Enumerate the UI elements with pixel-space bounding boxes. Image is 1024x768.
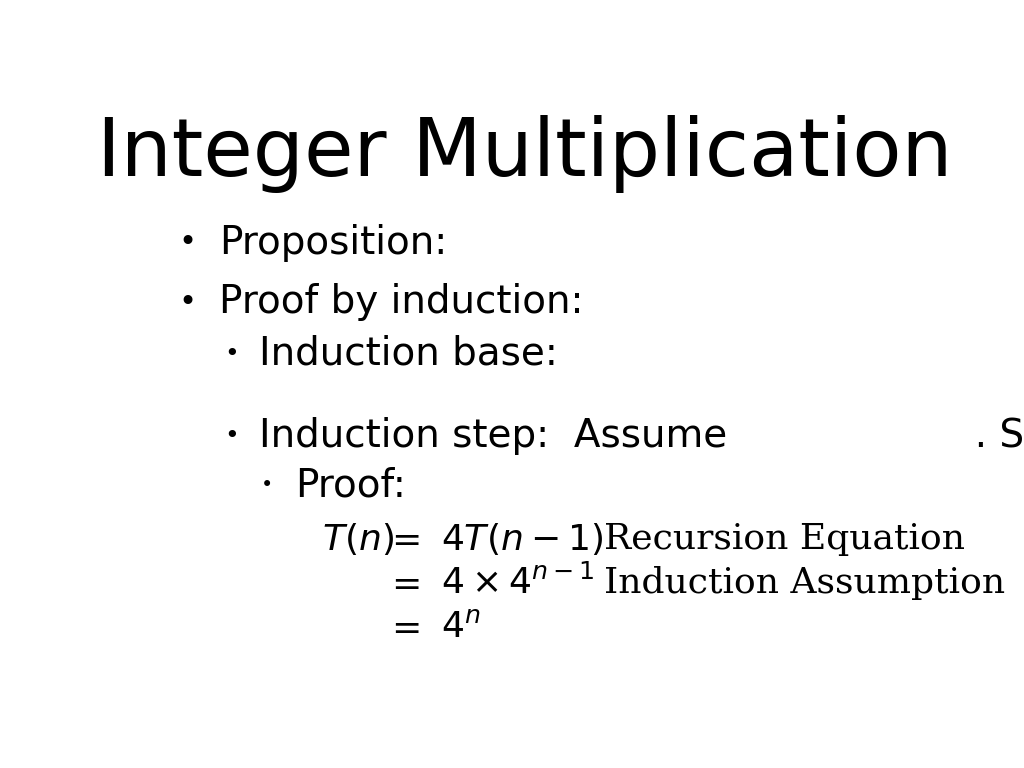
- Text: $=$: $=$: [384, 566, 420, 600]
- Text: •: •: [224, 342, 239, 366]
- Text: Proposition:: Proposition:: [219, 224, 447, 262]
- Text: $=$: $=$: [384, 611, 420, 644]
- Text: Proof by induction:: Proof by induction:: [219, 283, 584, 321]
- Text: Recursion Equation: Recursion Equation: [604, 521, 966, 555]
- Text: Integer Multiplication: Integer Multiplication: [97, 115, 952, 194]
- Text: Induction Assumption: Induction Assumption: [604, 566, 1006, 600]
- Text: $4 \times 4^{n-1}$: $4 \times 4^{n-1}$: [441, 565, 595, 601]
- Text: •: •: [224, 425, 239, 449]
- Text: $=$: $=$: [384, 521, 420, 555]
- Text: •: •: [178, 287, 197, 316]
- Text: $4^n$: $4^n$: [441, 611, 481, 644]
- Text: Induction step:  Assume                    . Show: Induction step: Assume . Show: [259, 417, 1024, 455]
- Text: Induction base:: Induction base:: [259, 335, 558, 372]
- Text: Proof:: Proof:: [295, 466, 406, 505]
- Text: $T(n)$: $T(n)$: [323, 521, 394, 557]
- Text: •: •: [261, 475, 273, 495]
- Text: •: •: [178, 228, 197, 257]
- Text: $4T(n-1)$: $4T(n-1)$: [441, 521, 604, 557]
